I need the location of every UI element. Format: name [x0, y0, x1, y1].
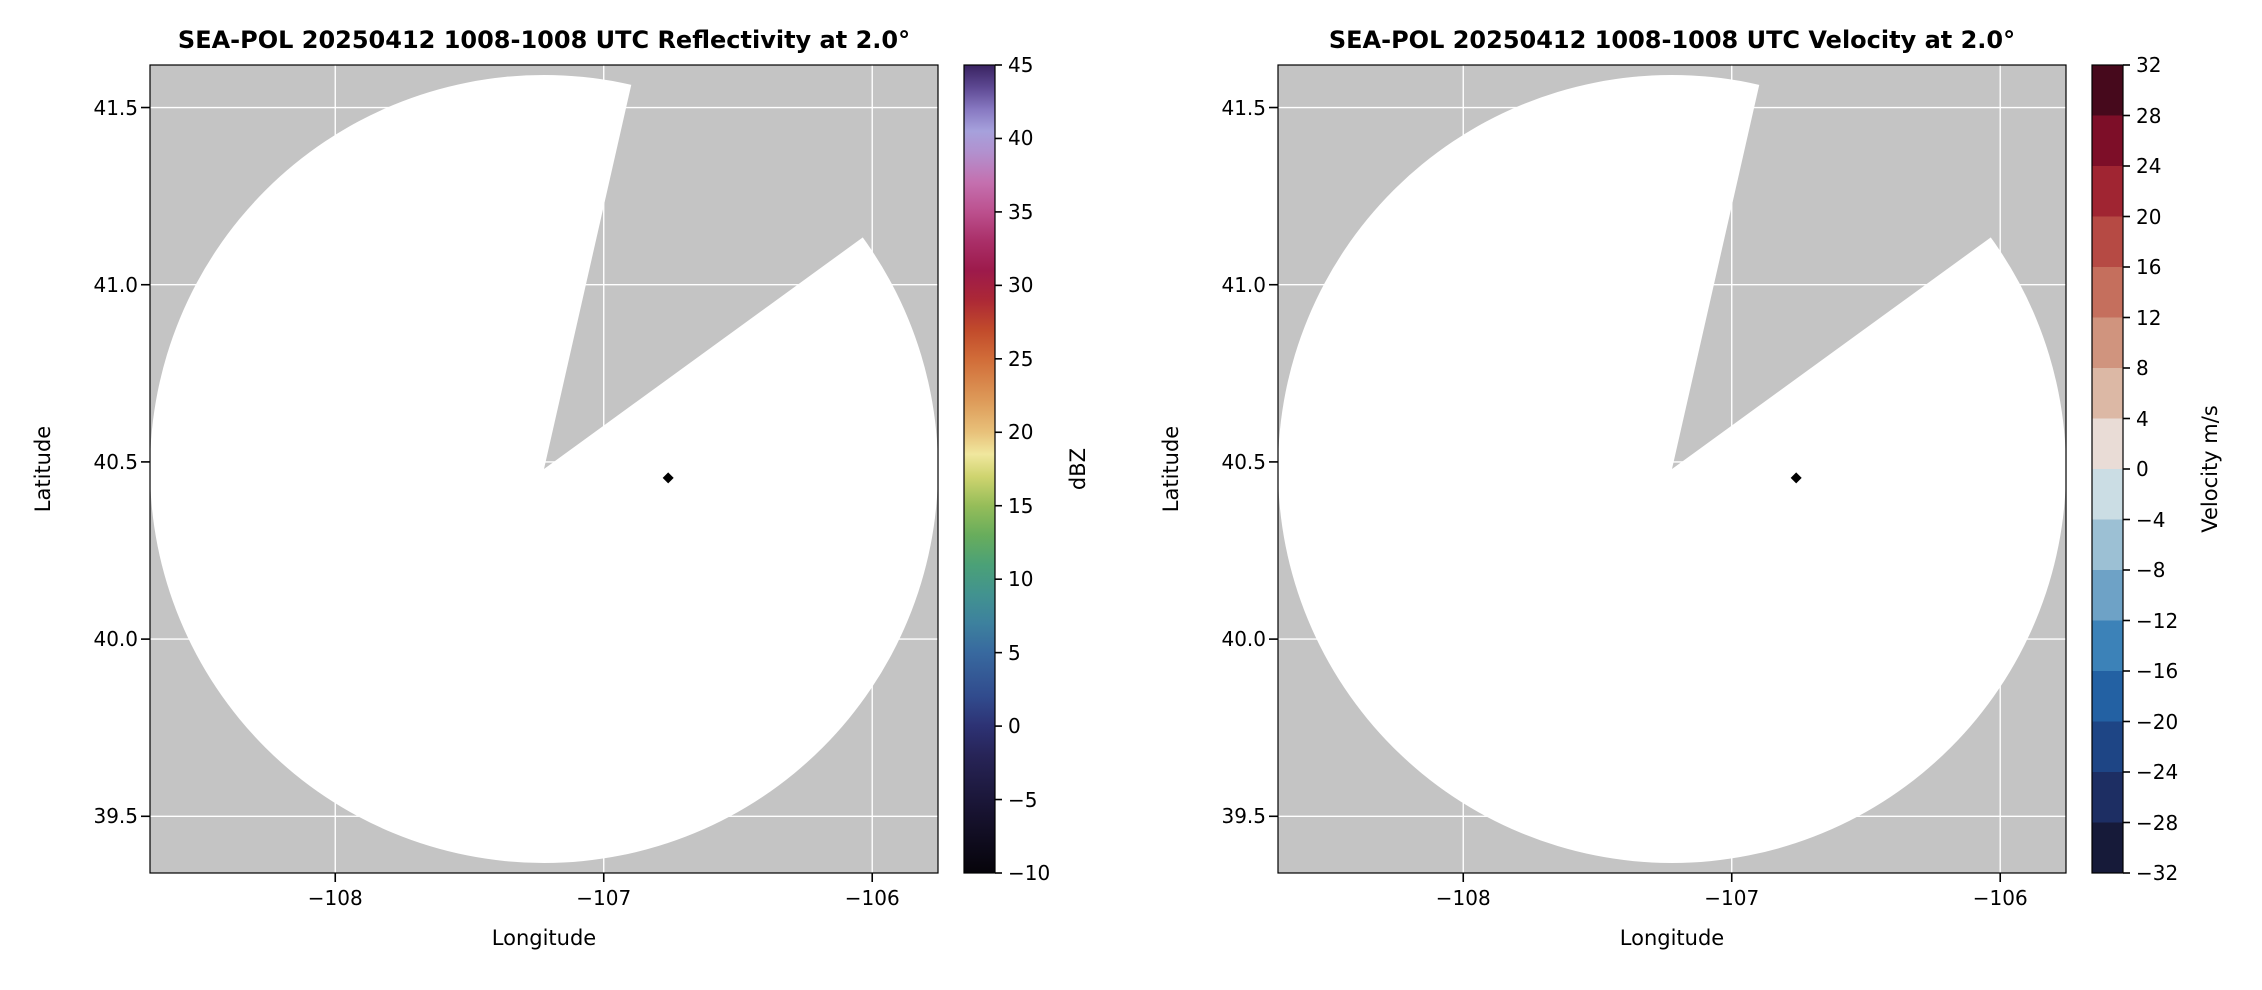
x-tick-label: −106 [844, 886, 900, 910]
colorbar-tick-label: 0 [1008, 714, 1021, 739]
colorbar-tick-label: −5 [1008, 787, 1038, 812]
colorbar-tick-label: 12 [2136, 305, 2162, 330]
colorbar-segment [2092, 166, 2123, 217]
colorbar-tick-label: 30 [1008, 273, 1034, 298]
x-tick-label: −108 [307, 886, 363, 910]
colorbar-tick-label: 15 [1008, 493, 1034, 518]
x-axis-label-reflectivity: Longitude [491, 926, 597, 950]
colorbar-tick-label: 40 [1008, 126, 1034, 151]
radar-site-marker [662, 472, 674, 484]
colorbar-tick-label: 32 [2136, 53, 2162, 77]
colorbar-segment [2092, 772, 2123, 823]
y-axis-label-reflectivity: Latitude [31, 425, 55, 513]
colorbar-tick-label: 8 [2136, 356, 2149, 380]
colorbar-tick-label: 24 [2136, 154, 2162, 178]
plot-title-velocity: SEA-POL 20250412 1008-1008 UTC Velocity … [1328, 26, 2016, 54]
colorbar-tick-label: −4 [2136, 507, 2166, 532]
colorbar-tick-label: 28 [2136, 103, 2162, 128]
y-tick-label: 40.0 [93, 627, 138, 652]
colorbar-tick-label: −20 [2136, 709, 2179, 734]
colorbar-tick-label: 35 [1008, 199, 1034, 224]
colorbar-segment [2092, 721, 2123, 772]
colorbar-tick-label: 10 [1008, 567, 1034, 592]
colorbar-segment [2092, 317, 2123, 368]
colorbar-segment [2092, 418, 2123, 469]
colorbar-tick-label: 16 [2136, 255, 2162, 279]
colorbar-tick-label: 25 [1008, 346, 1034, 371]
y-tick-label: 40.0 [1221, 627, 1266, 652]
y-tick-label: 41.0 [93, 272, 138, 297]
colorbar-tick-label: 5 [1008, 640, 1021, 665]
colorbar-segment [2092, 368, 2123, 419]
plot-frame [149, 64, 939, 874]
colorbar-tick-label: −16 [2136, 659, 2179, 683]
y-tick-label: 41.0 [1221, 272, 1266, 297]
colorbar-tick-label: −32 [2136, 861, 2179, 885]
missing-data-sector [544, 65, 938, 469]
colorbar-label-dbz: dBZ [1066, 447, 1090, 491]
y-tick-label: 39.5 [93, 804, 138, 829]
y-tick-label: 41.5 [93, 95, 138, 120]
colorbar-segment [2092, 267, 2123, 318]
x-axis-label-velocity: Longitude [1619, 926, 1725, 950]
colorbar-segment [2092, 519, 2123, 570]
colorbar-segment [2092, 822, 2123, 873]
y-axis-label-velocity: Latitude [1159, 425, 1183, 513]
colorbar-segment [2092, 671, 2123, 722]
x-tick-label: −108 [1435, 886, 1491, 910]
colorbar-tick-label: −24 [2136, 760, 2179, 784]
colorbar-segment [2092, 620, 2123, 671]
plot-title-reflectivity: SEA-POL 20250412 1008-1008 UTC Reflectiv… [177, 26, 911, 54]
colorbar-tick-label: −28 [2136, 810, 2179, 835]
x-tick-label: −107 [576, 886, 632, 910]
colorbar-tick-label: −10 [1008, 861, 1051, 885]
colorbar-tick-label: 20 [2136, 204, 2162, 229]
colorbar-segment [2092, 115, 2123, 166]
x-tick-label: −106 [1972, 886, 2028, 910]
colorbar-segment [2092, 570, 2123, 621]
y-tick-label: 40.5 [93, 449, 138, 474]
colorbar-tick-label: 20 [1008, 420, 1034, 445]
colorbar-tick-label: 4 [2136, 406, 2149, 431]
colorbar-tick-label: −8 [2136, 558, 2166, 582]
radar-site-marker [1790, 472, 1802, 484]
x-tick-label: −107 [1704, 886, 1760, 910]
colorbar-tick-label: 45 [1008, 53, 1034, 77]
plot-frame [1277, 64, 2067, 874]
colorbar-segment [2092, 469, 2123, 520]
colorbar-tick-label: 0 [2136, 457, 2149, 481]
y-tick-label: 41.5 [1221, 95, 1266, 120]
colorbar-frame [963, 64, 996, 874]
y-tick-label: 39.5 [1221, 804, 1266, 829]
colorbar-segment [2092, 65, 2123, 116]
colorbar-gradient [964, 65, 995, 873]
y-tick-label: 40.5 [1221, 449, 1266, 474]
colorbar-segment [2092, 216, 2123, 267]
colorbar-tick-label: −12 [2136, 608, 2179, 633]
missing-data-sector [1672, 65, 2066, 469]
